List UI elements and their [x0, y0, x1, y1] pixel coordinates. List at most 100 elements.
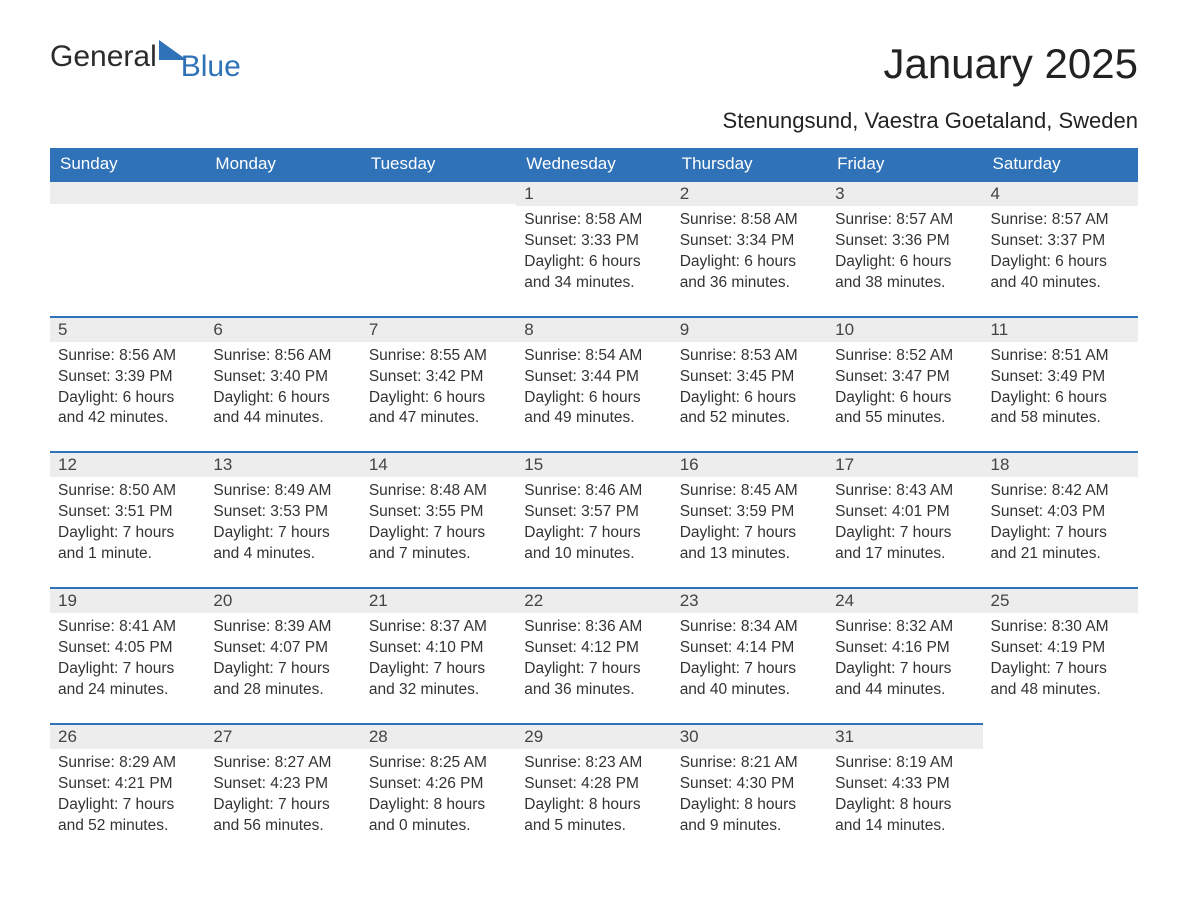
- day-details: Sunrise: 8:58 AMSunset: 3:33 PMDaylight:…: [516, 206, 671, 294]
- day-sunset: Sunset: 4:21 PM: [58, 774, 197, 795]
- day-day1: Daylight: 7 hours: [524, 659, 663, 680]
- day-sunrise: Sunrise: 8:21 AM: [680, 753, 819, 774]
- day-day1: Daylight: 6 hours: [524, 388, 663, 409]
- calendar-cell: 19Sunrise: 8:41 AMSunset: 4:05 PMDayligh…: [50, 587, 205, 723]
- day-day1: Daylight: 8 hours: [369, 795, 508, 816]
- day-sunrise: Sunrise: 8:45 AM: [680, 481, 819, 502]
- calendar-cell: 29Sunrise: 8:23 AMSunset: 4:28 PMDayligh…: [516, 723, 671, 859]
- day-day2: and 14 minutes.: [835, 816, 974, 837]
- day-day1: Daylight: 6 hours: [369, 388, 508, 409]
- calendar-week-row: 19Sunrise: 8:41 AMSunset: 4:05 PMDayligh…: [50, 587, 1138, 723]
- calendar-week-row: 12Sunrise: 8:50 AMSunset: 3:51 PMDayligh…: [50, 451, 1138, 587]
- day-sunrise: Sunrise: 8:46 AM: [524, 481, 663, 502]
- calendar-body: 1Sunrise: 8:58 AMSunset: 3:33 PMDaylight…: [50, 180, 1138, 858]
- day-day2: and 17 minutes.: [835, 544, 974, 565]
- day-sunset: Sunset: 3:36 PM: [835, 231, 974, 252]
- calendar-cell: 22Sunrise: 8:36 AMSunset: 4:12 PMDayligh…: [516, 587, 671, 723]
- calendar-cell: 26Sunrise: 8:29 AMSunset: 4:21 PMDayligh…: [50, 723, 205, 859]
- day-day2: and 36 minutes.: [680, 273, 819, 294]
- day-day1: Daylight: 7 hours: [58, 523, 197, 544]
- day-day1: Daylight: 6 hours: [835, 388, 974, 409]
- day-day1: Daylight: 6 hours: [524, 252, 663, 273]
- calendar-head: SundayMondayTuesdayWednesdayThursdayFrid…: [50, 148, 1138, 180]
- day-number: 5: [50, 316, 205, 342]
- day-day1: Daylight: 7 hours: [369, 659, 508, 680]
- calendar-table: SundayMondayTuesdayWednesdayThursdayFrid…: [50, 148, 1138, 858]
- day-day2: and 5 minutes.: [524, 816, 663, 837]
- day-sunrise: Sunrise: 8:30 AM: [991, 617, 1130, 638]
- day-day1: Daylight: 7 hours: [680, 523, 819, 544]
- day-sunset: Sunset: 4:19 PM: [991, 638, 1130, 659]
- logo: General Blue: [50, 40, 247, 74]
- day-details: Sunrise: 8:54 AMSunset: 3:44 PMDaylight:…: [516, 342, 671, 430]
- day-number: 6: [205, 316, 360, 342]
- day-sunset: Sunset: 3:59 PM: [680, 502, 819, 523]
- day-day2: and 1 minute.: [58, 544, 197, 565]
- day-sunset: Sunset: 4:33 PM: [835, 774, 974, 795]
- day-details: Sunrise: 8:48 AMSunset: 3:55 PMDaylight:…: [361, 477, 516, 565]
- day-sunrise: Sunrise: 8:58 AM: [680, 210, 819, 231]
- day-number: 2: [672, 180, 827, 206]
- day-sunset: Sunset: 4:12 PM: [524, 638, 663, 659]
- day-number: 12: [50, 451, 205, 477]
- day-details: Sunrise: 8:19 AMSunset: 4:33 PMDaylight:…: [827, 749, 982, 837]
- calendar-cell: 28Sunrise: 8:25 AMSunset: 4:26 PMDayligh…: [361, 723, 516, 859]
- calendar-cell: 6Sunrise: 8:56 AMSunset: 3:40 PMDaylight…: [205, 316, 360, 452]
- day-details: Sunrise: 8:36 AMSunset: 4:12 PMDaylight:…: [516, 613, 671, 701]
- day-day1: Daylight: 7 hours: [369, 523, 508, 544]
- day-sunset: Sunset: 3:33 PM: [524, 231, 663, 252]
- day-sunrise: Sunrise: 8:52 AM: [835, 346, 974, 367]
- day-sunset: Sunset: 4:30 PM: [680, 774, 819, 795]
- day-sunrise: Sunrise: 8:58 AM: [524, 210, 663, 231]
- day-day1: Daylight: 6 hours: [835, 252, 974, 273]
- day-sunrise: Sunrise: 8:57 AM: [991, 210, 1130, 231]
- day-number: 18: [983, 451, 1138, 477]
- weekday-header: Sunday: [50, 148, 205, 180]
- empty-day: [50, 180, 205, 204]
- day-day1: Daylight: 8 hours: [524, 795, 663, 816]
- day-sunset: Sunset: 4:10 PM: [369, 638, 508, 659]
- day-sunrise: Sunrise: 8:36 AM: [524, 617, 663, 638]
- day-day2: and 13 minutes.: [680, 544, 819, 565]
- calendar-cell: [983, 723, 1138, 859]
- day-details: Sunrise: 8:57 AMSunset: 3:36 PMDaylight:…: [827, 206, 982, 294]
- day-details: Sunrise: 8:51 AMSunset: 3:49 PMDaylight:…: [983, 342, 1138, 430]
- weekday-header: Wednesday: [516, 148, 671, 180]
- logo-text-blue: Blue: [181, 50, 241, 84]
- day-day2: and 52 minutes.: [58, 816, 197, 837]
- day-sunset: Sunset: 3:44 PM: [524, 367, 663, 388]
- day-details: Sunrise: 8:55 AMSunset: 3:42 PMDaylight:…: [361, 342, 516, 430]
- day-number: 11: [983, 316, 1138, 342]
- day-day2: and 28 minutes.: [213, 680, 352, 701]
- day-details: Sunrise: 8:39 AMSunset: 4:07 PMDaylight:…: [205, 613, 360, 701]
- day-sunrise: Sunrise: 8:25 AM: [369, 753, 508, 774]
- day-sunset: Sunset: 4:03 PM: [991, 502, 1130, 523]
- day-sunset: Sunset: 4:07 PM: [213, 638, 352, 659]
- day-sunrise: Sunrise: 8:34 AM: [680, 617, 819, 638]
- day-day1: Daylight: 7 hours: [835, 659, 974, 680]
- day-sunrise: Sunrise: 8:50 AM: [58, 481, 197, 502]
- day-sunrise: Sunrise: 8:56 AM: [213, 346, 352, 367]
- calendar-cell: 18Sunrise: 8:42 AMSunset: 4:03 PMDayligh…: [983, 451, 1138, 587]
- day-details: Sunrise: 8:46 AMSunset: 3:57 PMDaylight:…: [516, 477, 671, 565]
- calendar-cell: 21Sunrise: 8:37 AMSunset: 4:10 PMDayligh…: [361, 587, 516, 723]
- day-number: 9: [672, 316, 827, 342]
- calendar-cell: [205, 180, 360, 316]
- day-day1: Daylight: 7 hours: [991, 659, 1130, 680]
- day-day1: Daylight: 7 hours: [835, 523, 974, 544]
- calendar-cell: 17Sunrise: 8:43 AMSunset: 4:01 PMDayligh…: [827, 451, 982, 587]
- day-sunrise: Sunrise: 8:56 AM: [58, 346, 197, 367]
- day-sunset: Sunset: 3:57 PM: [524, 502, 663, 523]
- calendar-week-row: 26Sunrise: 8:29 AMSunset: 4:21 PMDayligh…: [50, 723, 1138, 859]
- day-sunrise: Sunrise: 8:23 AM: [524, 753, 663, 774]
- day-day2: and 24 minutes.: [58, 680, 197, 701]
- day-sunset: Sunset: 3:51 PM: [58, 502, 197, 523]
- day-sunset: Sunset: 4:26 PM: [369, 774, 508, 795]
- logo-text-general: General: [50, 40, 157, 74]
- day-day2: and 0 minutes.: [369, 816, 508, 837]
- calendar-cell: 14Sunrise: 8:48 AMSunset: 3:55 PMDayligh…: [361, 451, 516, 587]
- day-number: 25: [983, 587, 1138, 613]
- day-number: 31: [827, 723, 982, 749]
- day-number: 4: [983, 180, 1138, 206]
- day-details: Sunrise: 8:42 AMSunset: 4:03 PMDaylight:…: [983, 477, 1138, 565]
